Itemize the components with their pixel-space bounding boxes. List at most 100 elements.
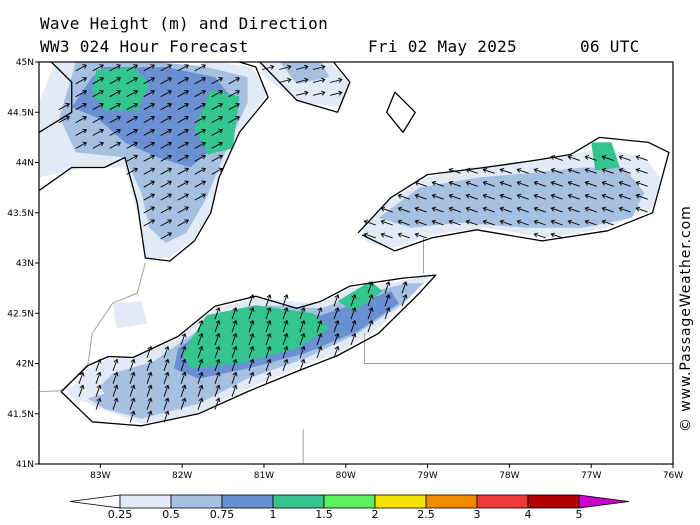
wave-arrow [601, 193, 614, 200]
colorbar-swatch [272, 494, 325, 509]
wave-arrow [177, 206, 190, 214]
colorbar-swatch [170, 494, 223, 509]
wave-arrow [601, 180, 614, 187]
wave-arrow [92, 90, 105, 98]
colorbar-swatch [425, 494, 478, 509]
wave-arrow [177, 128, 190, 136]
wave-arrow [380, 219, 393, 226]
wave-arrow [584, 167, 597, 174]
wave-arrow [194, 90, 207, 98]
wave-arrow [248, 371, 255, 384]
wave-arrow [211, 77, 224, 85]
wave-arrow [143, 219, 156, 227]
wave-arrow [228, 77, 241, 85]
wave-arrow [567, 193, 580, 200]
wave-arrow [499, 206, 512, 213]
wave-arrow [231, 307, 238, 320]
wave-arrow [567, 154, 580, 161]
wave-arrow [143, 193, 156, 201]
colorbar-label: 0.75 [209, 508, 235, 521]
wave-arrow [231, 319, 238, 333]
wave-arrow [177, 180, 190, 188]
coastline [60, 274, 437, 427]
colorbar-swatch [221, 494, 274, 509]
wave-arrow [160, 128, 173, 136]
wave-arrow [163, 384, 170, 397]
wave-arrow [112, 371, 119, 384]
wave-arrow [214, 332, 221, 346]
wave-arrow [126, 115, 139, 123]
wave-arrow [75, 115, 88, 123]
wave-arrow [112, 397, 119, 410]
wave-arrow [143, 64, 156, 72]
colorbar-low-triangle [69, 494, 121, 509]
wave-arrow [296, 77, 309, 83]
wave-arrow [499, 219, 512, 226]
wave-arrow [401, 281, 408, 294]
wave-arrow [109, 141, 122, 149]
wave-arrow [228, 90, 241, 98]
wave-arrow [160, 232, 173, 240]
wave-arrow [211, 141, 224, 149]
colorbar-label: 2.5 [417, 508, 435, 521]
wave-arrow [567, 180, 580, 187]
wave-arrow [160, 103, 173, 111]
wave-arrow [296, 64, 309, 70]
wave-arrow [333, 294, 340, 307]
colorbar-label: 2 [371, 508, 379, 521]
wave-arrow [75, 90, 88, 98]
model-label: WW3 024 Hour Forecast [40, 37, 249, 56]
credit-text: © www.PassageWeather.com [678, 205, 694, 432]
wave-arrow [231, 345, 238, 359]
wave-arrow [95, 371, 102, 384]
colorbar [69, 494, 630, 509]
coastline [39, 62, 73, 133]
wave-arrow [482, 167, 495, 174]
wave-arrow [516, 167, 529, 174]
wave-arrow [350, 319, 357, 333]
wave-arrow [584, 180, 597, 187]
wave-arrow [482, 206, 495, 213]
lat-tick-label: 41N [16, 460, 34, 470]
wave-arrow [58, 115, 71, 123]
wave-arrow [299, 307, 306, 320]
georgian-bay-base-fill [259, 62, 350, 108]
wave-arrow [177, 64, 190, 72]
wave-arrow [109, 103, 122, 111]
lon-tick-label: 80W [336, 471, 356, 481]
wave-arrow [618, 193, 631, 200]
wave-arrow [316, 345, 323, 359]
wave-arrow [282, 319, 289, 333]
wave-arrow [482, 193, 495, 200]
wave-arrow [414, 206, 427, 213]
wave-arrow [448, 193, 461, 200]
colorbar-label: 1.5 [315, 508, 333, 521]
wave-arrow [550, 232, 563, 239]
wave-arrow [248, 332, 255, 346]
wave-arrow [296, 90, 309, 96]
wave-arrow [129, 371, 136, 384]
wave-arrow [330, 90, 343, 96]
wave-arrow [414, 193, 427, 200]
wave-arrow [160, 154, 173, 162]
wave-arrow [109, 64, 122, 72]
wave-arrow [363, 232, 376, 239]
wave-arrow [516, 206, 529, 213]
wave-arrow [160, 219, 173, 227]
wave-arrow [550, 180, 563, 187]
wave-arrow [78, 384, 85, 397]
wave-arrow [92, 141, 105, 149]
wave-arrow [567, 206, 580, 213]
lon-tick-label: 82W [172, 471, 192, 481]
wave-arrow [313, 90, 326, 96]
coastline [259, 62, 351, 113]
wave-arrow [465, 167, 478, 174]
wave-arrow [265, 345, 272, 359]
wave-arrow [129, 410, 136, 423]
wave-arrow [109, 115, 122, 123]
wave-arrow [397, 219, 410, 226]
wave-arrow [350, 332, 357, 346]
wave-arrow [248, 345, 255, 359]
wave-arrow [58, 103, 71, 111]
wave-arrow [143, 180, 156, 188]
